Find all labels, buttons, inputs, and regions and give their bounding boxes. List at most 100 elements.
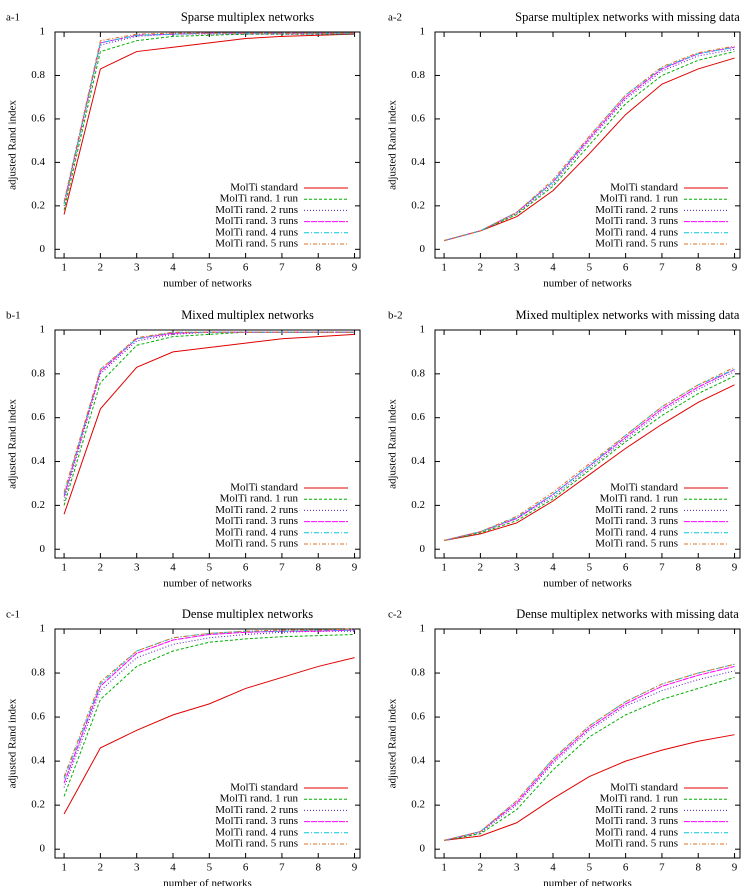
x-tick-label: 3 [514,262,520,274]
y-tick-label: 1 [40,623,46,635]
y-tick-label: 0.6 [31,411,45,423]
legend-label: MolTi rand. 1 run [220,193,299,205]
legend-label: MolTi rand. 1 run [600,193,679,205]
legend-label: MolTi rand. 5 runs [595,538,678,550]
y-tick-label: 0.6 [31,711,45,723]
x-axis-label: number of networks [163,578,252,590]
x-tick-label: 8 [695,862,701,874]
series-line [63,32,355,204]
y-tick-label: 0.6 [411,711,425,723]
legend-label: MolTi rand. 2 runs [215,804,298,816]
series-line [443,368,735,541]
y-tick-label: 0.2 [411,799,425,811]
x-tick-label: 6 [243,262,249,274]
chart-title: Mixed multiplex networks [181,308,314,322]
series-line [63,333,355,515]
x-axis-label: number of networks [163,878,252,886]
x-tick-label: 8 [315,262,321,274]
legend-label: MolTi standard [610,482,678,494]
y-tick-label: 0.8 [31,69,45,81]
series-line [443,46,735,242]
series-line [63,657,355,815]
y-tick-label: 0.4 [411,755,425,767]
plot-frame [54,329,361,559]
x-tick-label: 9 [732,562,738,574]
x-tick-label: 4 [550,862,556,874]
y-axis-label: adjusted Rand index [7,100,19,190]
y-axis-label: adjusted Rand index [7,698,19,788]
legend-label: MolTi rand. 1 run [600,493,679,505]
x-tick-label: 2 [98,862,104,874]
series-line [443,48,735,242]
x-tick-label: 4 [550,562,556,574]
y-tick-label: 0.2 [411,199,425,211]
series-line [63,32,355,204]
chart-title: Dense multiplex networks [182,607,313,621]
legend-label: MolTi rand. 4 runs [215,226,298,238]
x-tick-label: 1 [441,562,447,574]
series-line [63,634,355,797]
y-tick-label: 0.2 [31,199,45,211]
series-line [63,33,355,206]
panel-label: a-1 [6,12,20,24]
x-tick-label: 5 [587,562,593,574]
series-line [444,734,735,841]
chart-title: Dense multiplex networks with missing da… [516,607,739,621]
x-tick-label: 7 [659,262,665,274]
series-line [443,46,735,242]
y-tick-label: 0.8 [31,667,45,679]
legend-label: MolTi rand. 3 runs [595,815,678,827]
x-tick-label: 2 [478,562,484,574]
x-tick-label: 2 [98,262,104,274]
y-tick-label: 0.4 [31,156,45,168]
y-tick-label: 1 [40,26,46,38]
x-tick-label: 3 [514,562,520,574]
x-tick-label: 8 [695,562,701,574]
x-axis-label: number of networks [163,278,252,290]
legend-label: MolTi rand. 5 runs [215,238,298,250]
legend-label: MolTi rand. 1 run [220,793,299,805]
y-tick-label: 0.6 [411,112,425,124]
series-line [443,375,735,541]
y-axis-label: adjusted Rand index [387,399,399,489]
series-line [63,628,355,777]
y-axis-label: adjusted Rand index [7,399,19,489]
legend-label: MolTi standard [230,482,298,494]
y-axis-label: adjusted Rand index [387,698,399,788]
x-tick-label: 9 [352,562,358,574]
x-tick-label: 4 [170,862,176,874]
x-tick-label: 7 [279,562,285,574]
legend-label: MolTi rand. 5 runs [215,838,298,850]
series-line [63,331,355,495]
x-tick-label: 5 [207,262,213,274]
legend-label: MolTi rand. 1 run [220,493,299,505]
panel-label: c-1 [6,609,20,621]
x-tick-label: 7 [279,262,285,274]
y-tick-label: 1 [420,26,426,38]
series-line [443,676,735,841]
x-tick-label: 8 [315,862,321,874]
x-tick-label: 6 [623,562,629,574]
y-tick-label: 0.8 [411,667,425,679]
x-tick-label: 2 [478,862,484,874]
series-line [443,371,735,541]
legend-label: MolTi rand. 3 runs [215,515,298,527]
x-tick-label: 6 [623,862,629,874]
legend-label: MolTi rand. 2 runs [595,804,678,816]
x-tick-label: 2 [478,262,484,274]
y-tick-label: 0.4 [31,755,45,767]
series-line [63,630,355,788]
x-tick-label: 1 [441,862,447,874]
y-tick-label: 0.8 [411,69,425,81]
legend-label: MolTi rand. 1 run [600,793,679,805]
panel-label: a-2 [388,12,402,24]
legend-label: MolTi rand. 4 runs [595,226,678,238]
plot-frame [434,628,741,859]
chart-title: Mixed multiplex networks with missing da… [516,308,740,322]
x-tick-label: 3 [134,262,140,274]
series-line [443,663,735,841]
x-tick-label: 1 [61,862,67,874]
legend-label: MolTi standard [610,782,678,794]
y-tick-label: 0.8 [31,367,45,379]
